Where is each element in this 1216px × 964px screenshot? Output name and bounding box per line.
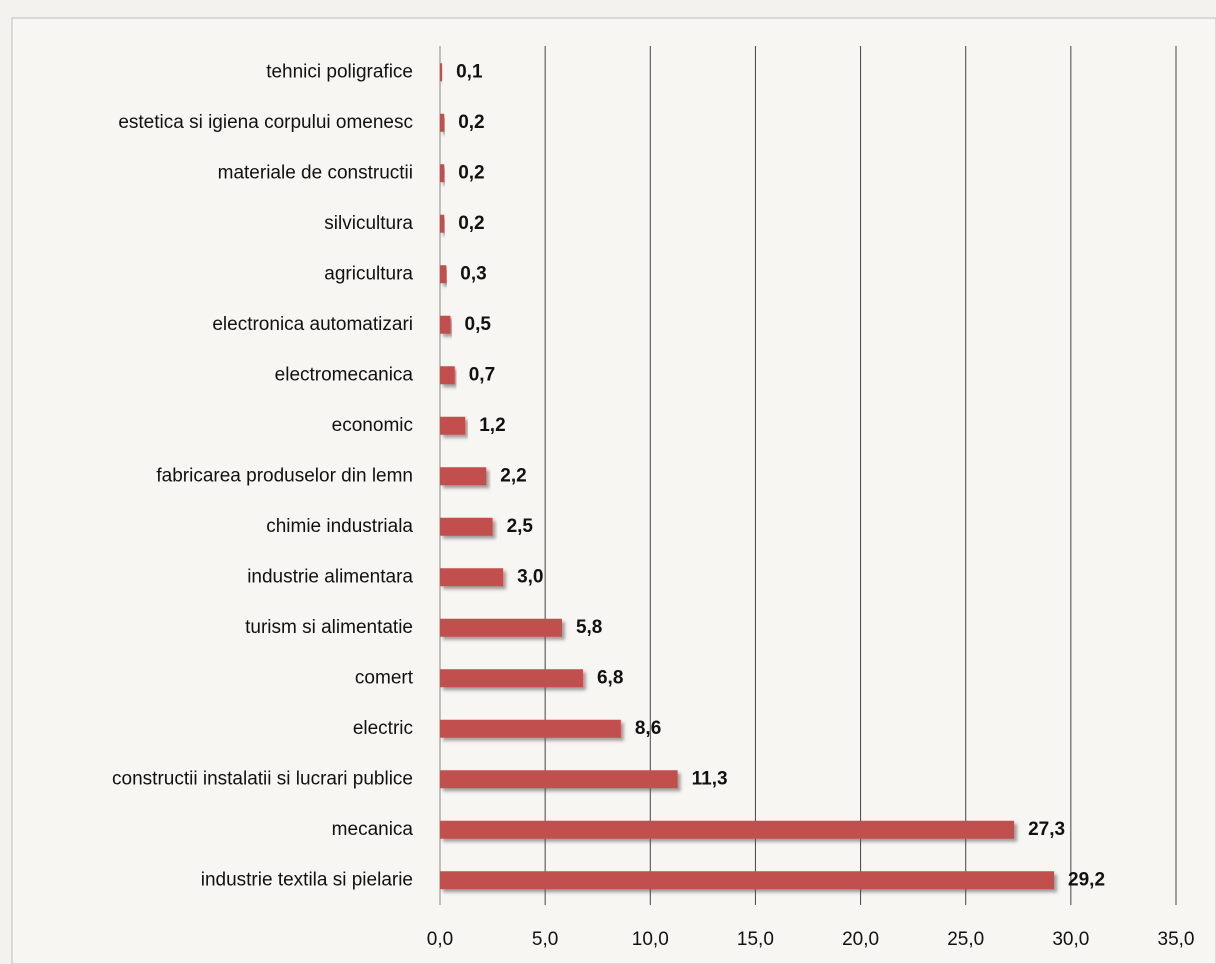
- x-tick-label: 30,0: [1052, 929, 1089, 950]
- data-label: 5,8: [576, 617, 602, 638]
- bar: [440, 618, 562, 637]
- bar: [440, 315, 451, 334]
- data-label: 0,5: [465, 314, 492, 335]
- bar: [440, 568, 504, 587]
- y-tick-label: agricultura: [324, 263, 413, 284]
- data-label: 27,3: [1028, 819, 1065, 840]
- data-label: 8,6: [635, 718, 661, 739]
- y-tick-label: constructii instalatii si lucrari public…: [112, 768, 413, 789]
- bar: [440, 366, 455, 385]
- bar: [440, 214, 445, 233]
- data-label: 0,1: [456, 61, 483, 82]
- bar: [440, 113, 445, 132]
- bar: [440, 416, 466, 435]
- data-label: 2,5: [507, 516, 534, 537]
- y-tick-label: electronica automatizari: [212, 314, 413, 335]
- data-label: 0,3: [460, 263, 486, 284]
- y-tick-label: mecanica: [332, 819, 414, 840]
- data-label: 0,2: [458, 162, 484, 183]
- x-tick-label: 25,0: [947, 929, 984, 950]
- bar: [440, 517, 493, 536]
- bar: [440, 467, 487, 486]
- y-tick-label: estetica si igiena corpului omenesc: [118, 112, 413, 133]
- data-label: 1,2: [479, 415, 505, 436]
- y-tick-label: fabricarea produselor din lemn: [156, 465, 413, 486]
- data-label: 0,7: [469, 364, 495, 385]
- y-tick-label: materiale de constructii: [218, 162, 413, 183]
- y-tick-label: industrie alimentara: [247, 566, 413, 587]
- y-tick-label: comert: [355, 667, 414, 688]
- bar: [440, 820, 1015, 839]
- data-label: 0,2: [458, 112, 484, 133]
- bar: [440, 265, 447, 284]
- chart-frame: [11, 17, 1216, 964]
- data-label: 6,8: [597, 667, 623, 688]
- x-tick-label: 20,0: [842, 929, 879, 950]
- bar: [440, 719, 621, 738]
- x-tick-label: 5,0: [532, 929, 558, 950]
- bar: [440, 770, 678, 789]
- y-tick-label: economic: [332, 415, 413, 436]
- y-tick-label: electromecanica: [275, 364, 414, 385]
- y-tick-label: chimie industriala: [266, 516, 413, 537]
- data-label: 11,3: [692, 768, 728, 789]
- data-label: 29,2: [1068, 869, 1105, 890]
- bar: [440, 63, 443, 82]
- x-tick-label: 35,0: [1158, 929, 1195, 950]
- y-tick-label: silvicultura: [324, 213, 413, 234]
- x-tick-label: 15,0: [737, 929, 774, 950]
- bar: [440, 164, 445, 183]
- y-tick-label: electric: [353, 718, 413, 739]
- x-tick-label: 0,0: [427, 929, 453, 950]
- bar: [440, 871, 1055, 890]
- data-label: 2,2: [500, 465, 526, 486]
- bar: [440, 669, 583, 688]
- data-label: 0,2: [458, 213, 484, 234]
- y-tick-label: turism si alimentatie: [245, 617, 413, 638]
- y-tick-label: industrie textila si pielarie: [201, 869, 413, 890]
- y-tick-label: tehnici poligrafice: [266, 61, 413, 82]
- x-tick-label: 10,0: [632, 929, 669, 950]
- data-label: 3,0: [517, 566, 543, 587]
